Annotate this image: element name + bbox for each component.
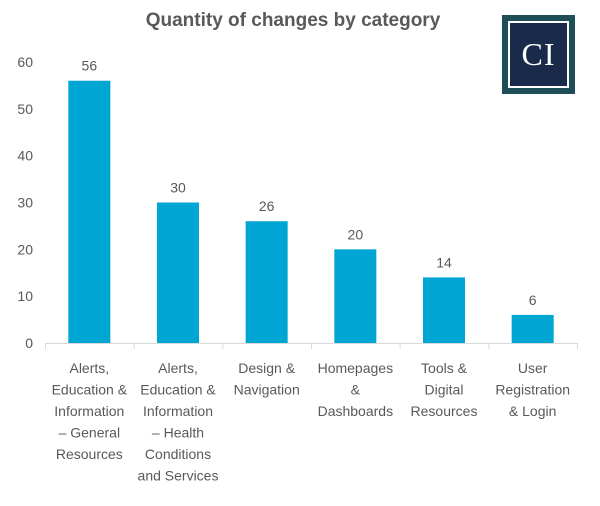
x-category-label: Education & <box>140 382 216 398</box>
x-category-label: Registration <box>495 382 570 398</box>
bar <box>68 80 111 343</box>
x-category-label: Navigation <box>234 382 300 398</box>
x-category-label: Dashboards <box>318 403 394 419</box>
data-label: 6 <box>529 292 537 308</box>
x-category-label: Resources <box>411 403 478 419</box>
x-category-label: and Services <box>138 468 219 484</box>
data-label: 56 <box>82 58 98 74</box>
y-tick-label: 10 <box>17 288 33 304</box>
x-category-label: – Health <box>152 425 204 441</box>
x-category-label: Information <box>54 403 124 419</box>
bar <box>423 277 465 343</box>
bar <box>157 202 199 343</box>
y-tick-label: 50 <box>17 101 33 117</box>
data-label: 30 <box>170 180 186 196</box>
x-category-label: Conditions <box>145 446 211 462</box>
y-tick-label: 40 <box>17 148 33 164</box>
x-category-label: Information <box>143 403 213 419</box>
y-tick-label: 20 <box>17 241 33 257</box>
x-category-label: User <box>518 360 548 376</box>
bar <box>245 221 288 343</box>
x-category-label: Design & <box>238 360 295 376</box>
data-label: 14 <box>436 254 452 270</box>
x-category-label: Education & <box>52 382 128 398</box>
chart-title: Quantity of changes by category <box>145 10 441 31</box>
x-category-label: Resources <box>56 446 123 462</box>
bar <box>334 249 377 343</box>
x-category-label: & <box>351 382 361 398</box>
y-tick-label: 60 <box>17 54 33 70</box>
data-label: 20 <box>348 226 364 242</box>
ci-logo: CI <box>502 15 575 94</box>
data-label: 26 <box>259 198 275 214</box>
x-category-label: Alerts, <box>69 360 109 376</box>
x-category-label: & Login <box>509 403 556 419</box>
bar <box>511 314 554 343</box>
y-tick-label: 30 <box>17 195 33 211</box>
x-category-label: Digital <box>425 382 464 398</box>
x-category-label: – General <box>59 425 120 441</box>
x-category-label: Homepages <box>318 360 394 376</box>
x-category-label: Tools & <box>421 360 468 376</box>
ci-logo-text: CI <box>508 21 569 88</box>
x-category-label: Alerts, <box>158 360 198 376</box>
y-tick-label: 0 <box>25 335 33 351</box>
